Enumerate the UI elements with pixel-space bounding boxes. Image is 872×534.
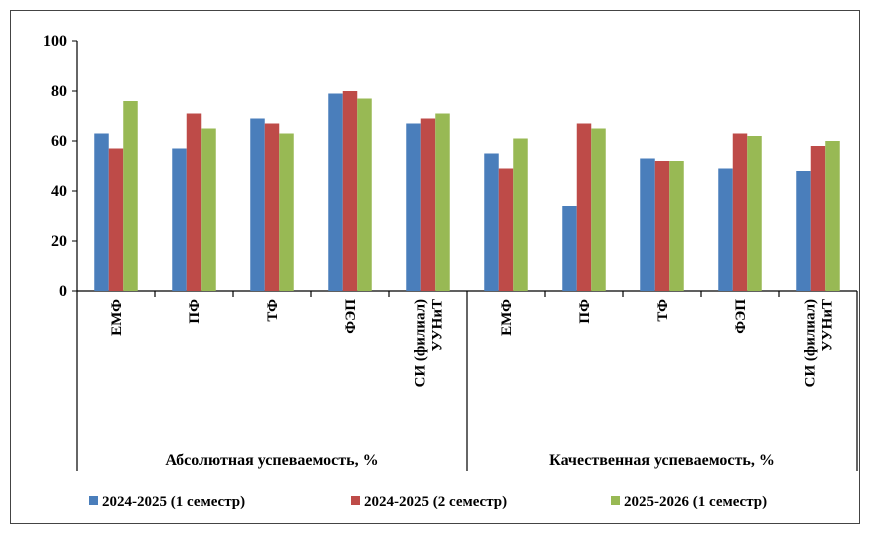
category-label: ПФ — [187, 299, 203, 324]
y-tick-label: 40 — [51, 183, 67, 200]
legend-swatch — [611, 496, 620, 505]
bar — [172, 148, 187, 291]
legend-label: 2024-2025 (2 семестр) — [364, 494, 507, 510]
bar — [406, 123, 421, 291]
bar — [279, 133, 294, 291]
bar — [186, 113, 202, 291]
category-label: ТФ — [265, 299, 281, 322]
legend-swatch — [351, 496, 360, 505]
bar — [108, 148, 124, 291]
category-label: СИ (филиал)УУНиТ — [413, 299, 446, 387]
category-label: СИ (филиал)УУНиТ — [803, 299, 836, 387]
bar — [123, 101, 138, 291]
bar — [484, 153, 499, 291]
y-tick-label: 60 — [51, 133, 67, 150]
category-label: ПФ — [577, 299, 593, 324]
group-label: Абсолютная успеваемость, % — [165, 452, 378, 469]
bar — [825, 141, 840, 291]
bar — [718, 168, 733, 291]
bar — [498, 168, 514, 291]
bar — [264, 123, 280, 291]
y-tick-label: 0 — [59, 283, 67, 300]
category-label: ЕМФ — [499, 299, 515, 336]
bar — [669, 161, 684, 291]
bar — [576, 123, 592, 291]
bar — [654, 161, 670, 291]
y-tick-label: 80 — [51, 83, 67, 100]
y-tick-label: 100 — [43, 33, 67, 50]
bar — [591, 128, 606, 291]
bar — [250, 118, 265, 291]
category-label: ТФ — [655, 299, 671, 322]
bar — [513, 138, 528, 291]
bar — [640, 158, 655, 291]
legend-swatch — [89, 496, 98, 505]
bar — [796, 171, 811, 291]
category-label: ФЭП — [343, 299, 359, 334]
y-tick-label: 20 — [51, 233, 67, 250]
chart-frame: 0 20 40 60 80 100 ЕМФ ПФ ТФ ФЭП СИ (филиал)УУНиТ ЕМ… — [10, 10, 860, 524]
bar — [420, 118, 436, 291]
bar — [810, 146, 826, 291]
bar — [342, 91, 358, 291]
bar — [94, 133, 109, 291]
category-label: ЕМФ — [109, 299, 125, 336]
bar — [435, 113, 450, 291]
bar — [732, 133, 748, 291]
bar — [747, 136, 762, 291]
bar — [201, 128, 216, 291]
group-label: Качественная успеваемость, % — [549, 452, 775, 469]
bar — [328, 93, 343, 291]
legend-label: 2024-2025 (1 семестр) — [102, 494, 245, 510]
category-label: ФЭП — [733, 299, 749, 334]
legend-label: 2025-2026 (1 семестр) — [624, 494, 767, 510]
bar — [357, 98, 372, 291]
chart: 0 20 40 60 80 100 ЕМФ ПФ ТФ ФЭП СИ (филиал)УУНиТ ЕМ… — [43, 33, 858, 510]
bar — [562, 206, 577, 291]
